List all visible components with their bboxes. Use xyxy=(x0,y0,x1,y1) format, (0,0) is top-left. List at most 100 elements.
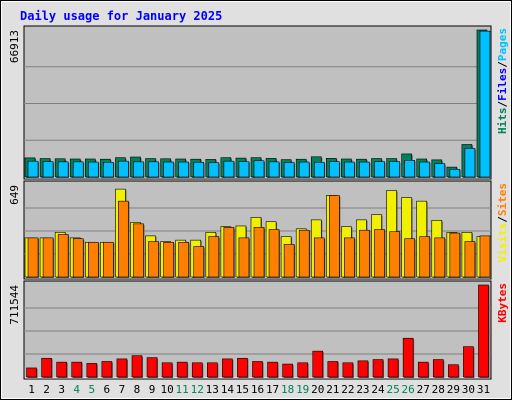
bar xyxy=(268,229,280,278)
legend-entry: Sites xyxy=(496,183,509,216)
bar xyxy=(344,237,355,278)
bar xyxy=(131,355,143,378)
x-tick-label: 10 xyxy=(160,383,173,396)
bar xyxy=(342,362,354,378)
bar xyxy=(178,161,189,178)
bar xyxy=(101,361,113,378)
bar xyxy=(448,364,459,378)
bar xyxy=(87,161,99,178)
bar xyxy=(329,195,340,278)
bar xyxy=(404,160,415,178)
bar xyxy=(359,229,370,278)
bar xyxy=(238,237,250,278)
bar xyxy=(432,359,444,378)
bar xyxy=(176,361,188,378)
bar xyxy=(344,161,355,178)
bar xyxy=(223,160,235,178)
bar xyxy=(357,360,369,378)
x-tick-label: 3 xyxy=(58,383,65,396)
bar xyxy=(208,236,220,278)
bar xyxy=(116,358,128,378)
bar xyxy=(282,363,293,378)
bar xyxy=(479,235,491,278)
x-tick-label: 13 xyxy=(206,383,219,396)
x-tick-label: 17 xyxy=(266,383,279,396)
panel-legend: Visits/Sites xyxy=(496,183,509,263)
x-tick-label: 8 xyxy=(134,383,141,396)
bar xyxy=(372,359,384,378)
bar xyxy=(267,361,278,378)
bar xyxy=(359,161,370,178)
chart-panel-2: 649 Visits/Sites xyxy=(8,180,509,280)
bar xyxy=(434,163,446,178)
bar xyxy=(312,350,324,378)
x-tick-label: 6 xyxy=(104,383,111,396)
bar xyxy=(26,367,37,378)
bar xyxy=(449,169,461,178)
bar xyxy=(434,237,446,278)
bar xyxy=(237,357,248,378)
x-tick-label: 20 xyxy=(311,383,324,396)
bar xyxy=(222,358,233,378)
x-tick-label: 19 xyxy=(296,383,309,396)
bar xyxy=(148,161,159,178)
bar xyxy=(252,361,263,378)
bar xyxy=(283,162,295,178)
x-tick-label: 31 xyxy=(477,383,490,396)
bar xyxy=(72,238,84,278)
panel-legend: KBytes xyxy=(496,283,509,323)
bar xyxy=(238,161,250,178)
bar xyxy=(479,30,491,178)
x-tick-label: 5 xyxy=(88,383,95,396)
chart-panel-3: 711544 KBytes xyxy=(8,280,509,380)
bar xyxy=(103,161,114,178)
x-tick-label: 24 xyxy=(371,383,385,396)
x-tick-label: 15 xyxy=(236,383,249,396)
legend-entry: / xyxy=(496,61,509,68)
legend-entry: / xyxy=(496,216,509,223)
bar xyxy=(133,161,144,178)
bar xyxy=(133,223,144,278)
x-tick-label: 23 xyxy=(356,383,369,396)
bar xyxy=(313,161,325,178)
bar xyxy=(57,161,69,178)
bar xyxy=(87,241,99,278)
bar xyxy=(283,244,295,278)
panel-plot-area xyxy=(23,25,492,180)
bar xyxy=(374,161,385,178)
bar xyxy=(449,232,461,278)
bar xyxy=(417,361,429,378)
bar xyxy=(118,200,129,278)
chart-panels: 66913Hits/Files/Pages649Visits/Sites7115… xyxy=(8,25,509,380)
bar xyxy=(464,241,476,278)
bar xyxy=(118,160,129,178)
bar xyxy=(71,361,83,378)
bar xyxy=(253,160,265,178)
bar xyxy=(41,357,52,378)
bar xyxy=(253,227,265,278)
x-tick-label: 29 xyxy=(447,383,460,396)
y-max-label: 66913 xyxy=(8,30,21,63)
x-tick-label: 30 xyxy=(462,383,475,396)
bar xyxy=(193,161,205,178)
x-tick-label: 22 xyxy=(341,383,354,396)
bar xyxy=(148,241,159,278)
bar xyxy=(42,161,54,178)
bar xyxy=(72,161,84,178)
bar xyxy=(191,362,203,378)
x-tick-label: 26 xyxy=(402,383,415,396)
legend-entry: Pages xyxy=(496,28,509,61)
bar xyxy=(56,361,67,378)
bar xyxy=(27,160,39,178)
bar xyxy=(163,161,174,178)
bar xyxy=(193,246,205,278)
x-axis-labels: 1 2 3 4 5 6 7 8 9 10 11 12 13 14 15 16 17 18 19 20 21 22 23 24 2… xyxy=(28,383,490,396)
x-tick-label: 12 xyxy=(191,383,204,396)
x-tick-label: 27 xyxy=(417,383,430,396)
bar xyxy=(268,161,280,178)
bar xyxy=(327,361,339,378)
bar xyxy=(298,161,310,178)
y-max-label: 711544 xyxy=(8,285,21,325)
legend-entry: Visits xyxy=(496,223,509,263)
